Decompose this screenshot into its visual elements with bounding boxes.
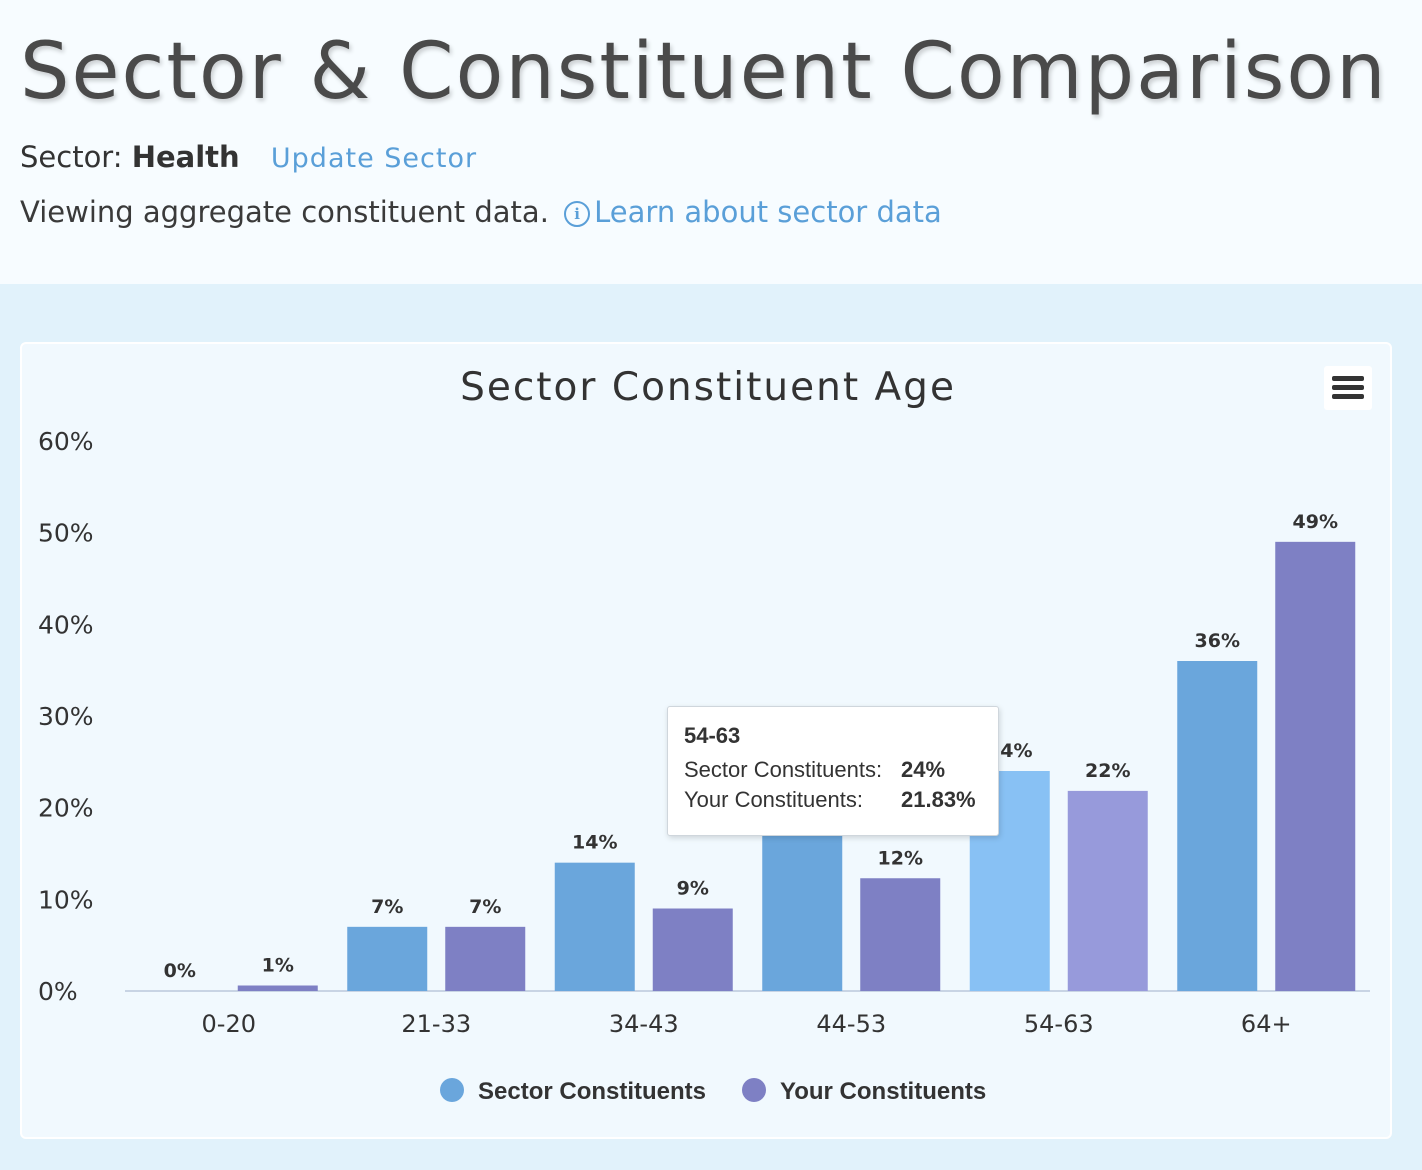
- y-tick-label: 40%: [38, 610, 94, 639]
- legend-label: Your Constituents: [780, 1078, 986, 1105]
- sector-name: Health: [131, 140, 240, 174]
- legend-marker[interactable]: [440, 1078, 464, 1102]
- tooltip-row: Your Constituents: 21.83%: [684, 787, 982, 813]
- your-bar[interactable]: [860, 878, 941, 991]
- hamburger-menu-icon: [1332, 394, 1364, 399]
- sector-prefix: Sector:: [20, 140, 123, 174]
- tooltip-label: Your Constituents:: [684, 787, 863, 812]
- y-tick-label: 10%: [38, 885, 94, 914]
- x-tick-label: 54-63: [1024, 1010, 1094, 1038]
- learn-sector-data-link[interactable]: Learn about sector data: [594, 195, 942, 229]
- page-header: Sector & Constituent Comparison Sector: …: [0, 0, 1422, 284]
- hamburger-menu-icon: [1332, 385, 1364, 390]
- sector-bar[interactable]: [1177, 661, 1258, 991]
- x-tick-label: 44-53: [816, 1010, 886, 1038]
- page-title: Sector & Constituent Comparison: [20, 27, 1388, 117]
- x-tick-label: 0-20: [202, 1010, 256, 1038]
- y-tick-label: 30%: [38, 702, 94, 731]
- chart-title: Sector Constituent Age: [460, 365, 956, 410]
- sector-bar[interactable]: [554, 862, 635, 991]
- data-label: 9%: [677, 878, 709, 900]
- tooltip-value: 21.83%: [901, 787, 976, 812]
- info-text: Viewing aggregate constituent data.: [20, 195, 549, 229]
- info-line: Viewing aggregate constituent data. i Lea…: [20, 195, 942, 229]
- your-bar[interactable]: [652, 908, 733, 992]
- your-bar[interactable]: [237, 985, 318, 992]
- legend-marker[interactable]: [742, 1078, 766, 1102]
- data-label: 7%: [469, 896, 501, 918]
- x-tick-label: 21-33: [401, 1010, 471, 1038]
- data-label: 7%: [371, 896, 403, 918]
- y-tick-label: 60%: [38, 427, 94, 456]
- chart-menu-button[interactable]: [1324, 366, 1372, 410]
- tooltip-row: Sector Constituents: 24%: [684, 757, 982, 783]
- data-label: 1%: [262, 955, 294, 977]
- x-tick-label: 34-43: [609, 1010, 679, 1038]
- hamburger-menu-icon: [1332, 376, 1364, 381]
- data-label: 14%: [572, 832, 617, 854]
- legend-label: Sector Constituents: [478, 1078, 706, 1105]
- data-label: 22%: [1085, 760, 1130, 782]
- your-bar[interactable]: [445, 926, 526, 991]
- y-tick-label: 50%: [38, 519, 94, 548]
- data-label: 12%: [878, 847, 923, 869]
- sector-line: Sector: Health Update Sector: [20, 140, 477, 174]
- y-tick-label: 0%: [38, 977, 78, 1006]
- x-tick-label: 64+: [1241, 1010, 1292, 1038]
- tooltip-title: 54-63: [684, 723, 741, 748]
- your-bar[interactable]: [1067, 790, 1148, 991]
- sector-bar[interactable]: [347, 926, 428, 991]
- y-tick-label: 20%: [38, 794, 94, 823]
- data-label: 49%: [1293, 511, 1338, 533]
- tooltip-value: 24%: [901, 757, 946, 782]
- data-label: 36%: [1195, 630, 1240, 652]
- tooltip-label: Sector Constituents:: [684, 757, 883, 782]
- chart-tooltip: 54-63 Sector Constituents: 24% Your Cons…: [667, 706, 999, 836]
- update-sector-link[interactable]: Update Sector: [270, 143, 478, 174]
- your-bar[interactable]: [1275, 541, 1356, 991]
- data-label: 0%: [164, 960, 196, 982]
- info-icon[interactable]: i: [564, 201, 591, 227]
